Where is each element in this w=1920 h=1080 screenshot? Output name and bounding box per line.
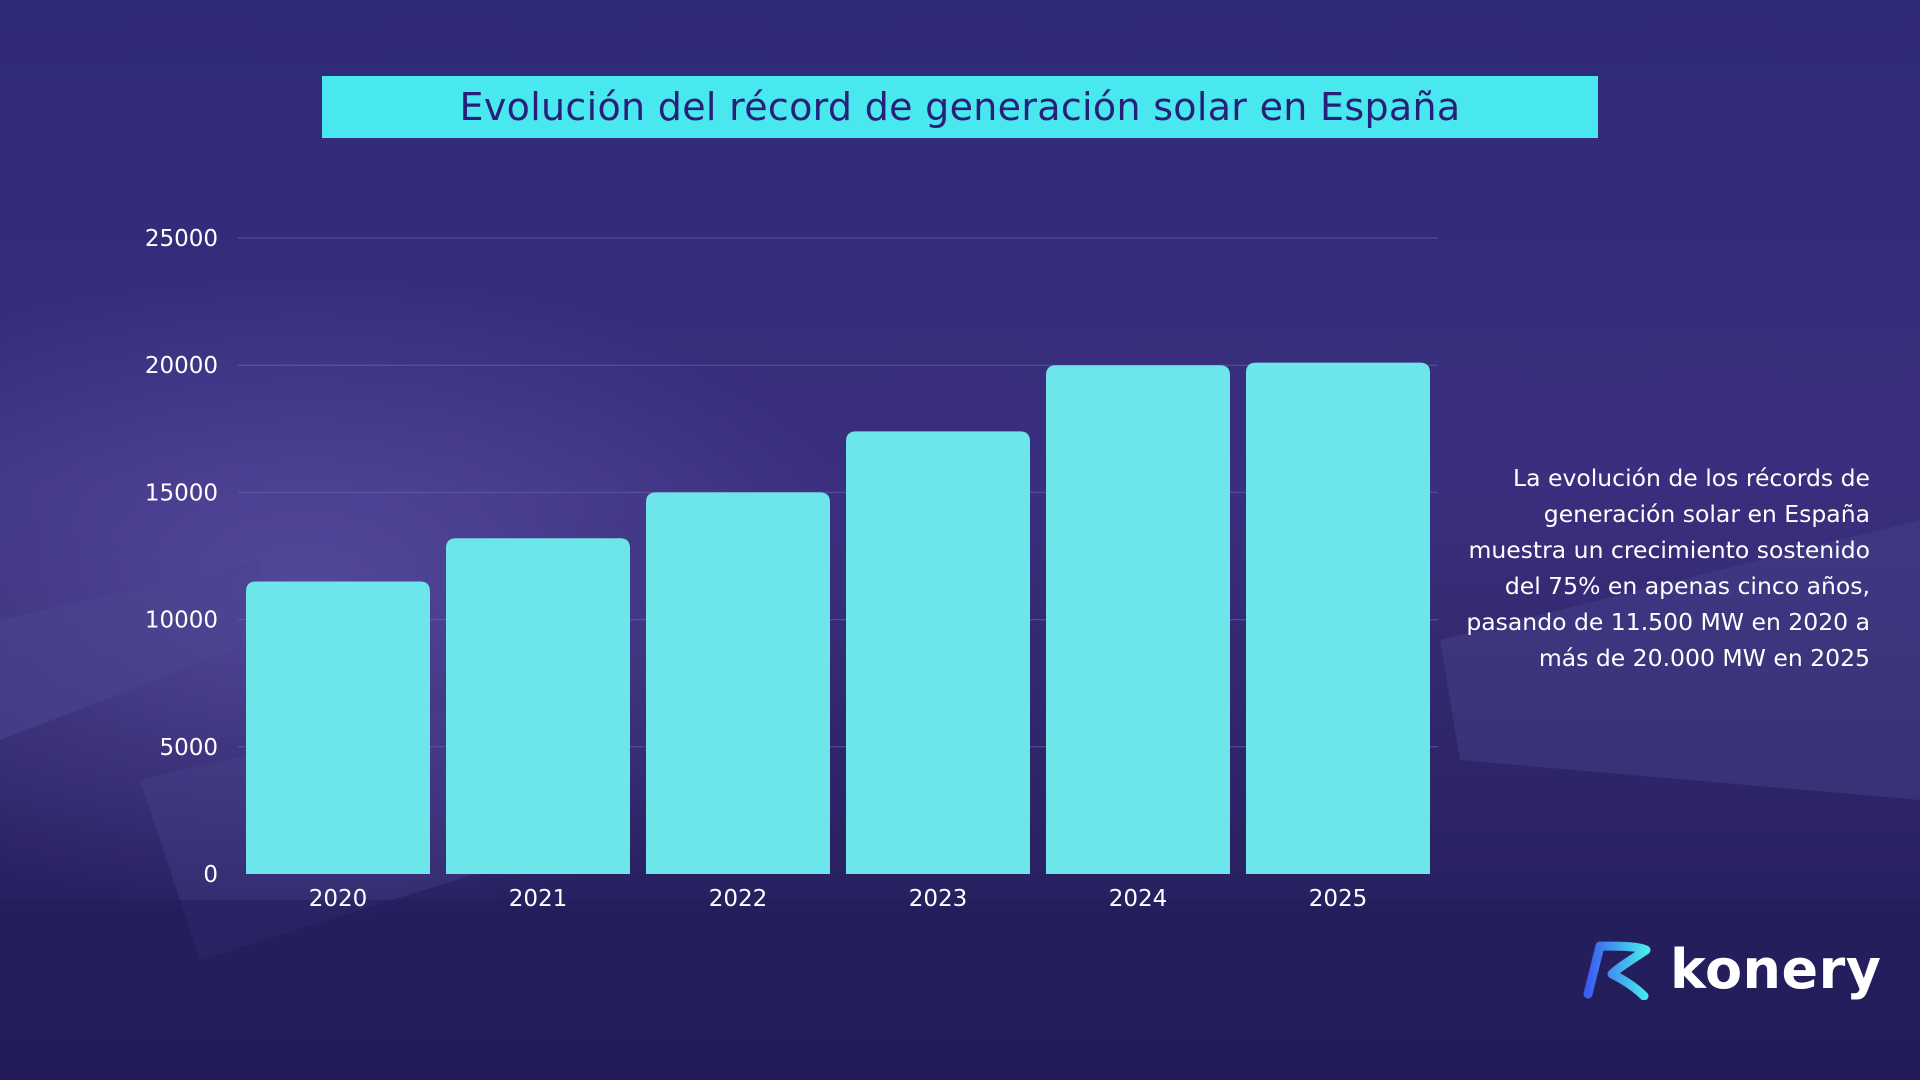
x-tick-labels: 2020 2021 2022 2023 2024 2025 xyxy=(309,886,1368,912)
x-tick-label: 2020 xyxy=(309,886,368,912)
y-tick-label: 20000 xyxy=(145,353,218,379)
chart-description: La evolución de los récords de generació… xyxy=(1466,464,1870,672)
y-tick-label: 15000 xyxy=(145,480,218,506)
konery-logo: konery xyxy=(1578,938,1881,1002)
bar-2020 xyxy=(246,581,430,874)
chart-title-box: Evolución del récord de generación solar… xyxy=(322,76,1598,138)
x-tick-label: 2022 xyxy=(709,886,768,912)
bar-2024 xyxy=(1046,365,1230,874)
x-tick-label: 2021 xyxy=(509,886,568,912)
bar-2022 xyxy=(646,492,830,874)
x-tick-label: 2024 xyxy=(1109,886,1168,912)
x-tick-label: 2023 xyxy=(909,886,968,912)
bar-2021 xyxy=(446,538,630,874)
konery-logo-icon xyxy=(1583,941,1651,1000)
bars xyxy=(246,362,1430,874)
y-tick-label: 25000 xyxy=(145,226,218,252)
grid-lines xyxy=(238,237,1438,748)
bar-2023 xyxy=(846,431,1030,874)
y-tick-label: 0 xyxy=(203,862,218,888)
chart-title: Evolución del récord de generación solar… xyxy=(459,85,1461,129)
x-tick-label: 2025 xyxy=(1309,886,1368,912)
y-tick-label: 5000 xyxy=(159,735,218,761)
konery-logo-text: konery xyxy=(1670,938,1882,1001)
y-tick-labels: 0 5000 10000 15000 20000 25000 xyxy=(145,226,218,888)
bar-2025 xyxy=(1246,362,1430,874)
y-tick-label: 10000 xyxy=(145,608,218,634)
